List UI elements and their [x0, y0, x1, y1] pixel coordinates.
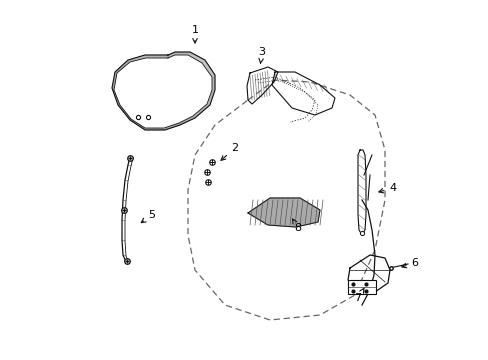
Text: 1: 1: [191, 25, 198, 43]
Text: 5: 5: [141, 210, 155, 223]
Text: 3: 3: [258, 47, 265, 63]
Bar: [347, 280, 375, 294]
Text: 7: 7: [354, 288, 364, 303]
Text: 8: 8: [292, 219, 301, 233]
Text: 4: 4: [378, 183, 396, 193]
Text: 6: 6: [401, 258, 418, 268]
Polygon shape: [247, 198, 319, 227]
Text: 2: 2: [221, 143, 238, 160]
